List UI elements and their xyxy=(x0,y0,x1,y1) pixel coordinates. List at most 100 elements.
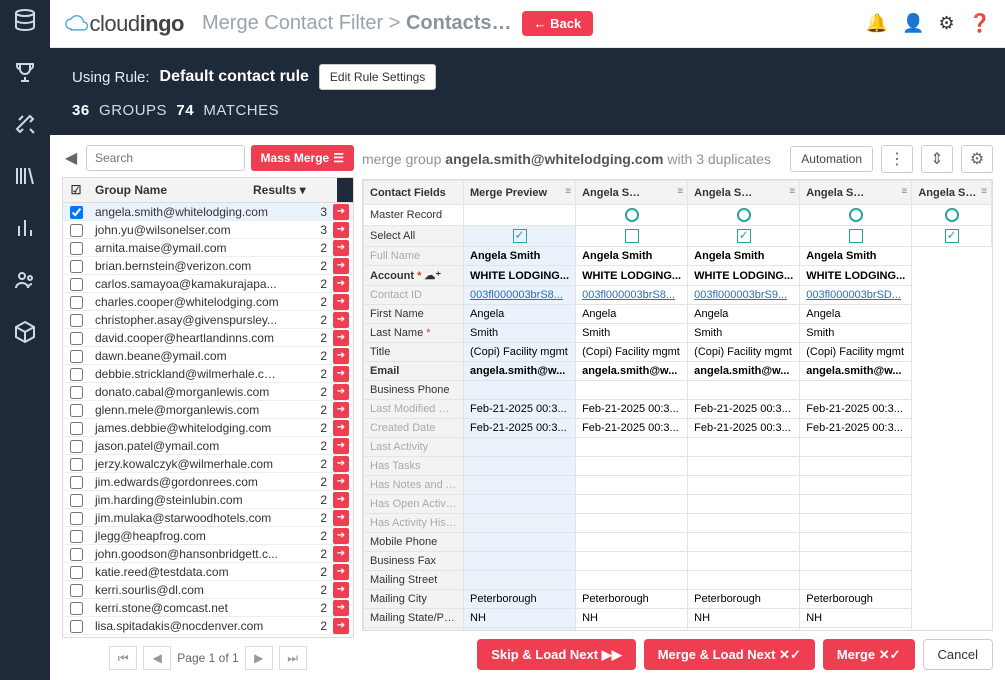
group-row[interactable]: james.debbie@whitelodging.com 2 ➔ xyxy=(63,419,353,437)
open-group-icon[interactable]: ➔ xyxy=(333,366,349,382)
field-value[interactable]: 3458 xyxy=(688,628,800,632)
group-checkbox[interactable] xyxy=(70,584,83,597)
open-group-icon[interactable]: ➔ xyxy=(333,474,349,490)
field-value[interactable]: (Copi) Facility mgmt xyxy=(688,343,800,362)
field-value[interactable]: (Copi) Facility mgmt xyxy=(800,343,912,362)
group-checkbox[interactable] xyxy=(70,278,83,291)
trophy-icon[interactable] xyxy=(13,60,37,84)
field-value[interactable] xyxy=(800,571,912,590)
master-radio[interactable] xyxy=(688,205,800,226)
field-value[interactable] xyxy=(576,476,688,495)
more-icon[interactable]: ⋮ xyxy=(881,145,913,173)
contact-id-link[interactable]: 003fl000003brS8... xyxy=(470,289,563,301)
field-value[interactable]: 3458 xyxy=(576,628,688,632)
group-checkbox[interactable] xyxy=(70,494,83,507)
field-value[interactable]: NH xyxy=(688,609,800,628)
field-value[interactable]: 3458 xyxy=(800,628,912,632)
mass-merge-button[interactable]: Mass Merge ☰ xyxy=(251,145,354,171)
group-row[interactable]: jlegg@heapfrog.com 2 ➔ xyxy=(63,527,353,545)
tools-icon[interactable] xyxy=(13,112,37,136)
field-value[interactable]: Feb-21-2025 00:3... xyxy=(800,419,912,438)
sort-icon[interactable]: ⇕ xyxy=(921,145,953,173)
field-value[interactable] xyxy=(576,438,688,457)
chart-icon[interactable] xyxy=(13,216,37,240)
field-value[interactable] xyxy=(576,533,688,552)
field-value[interactable]: Angela Smith xyxy=(800,247,912,266)
field-value[interactable] xyxy=(688,438,800,457)
cancel-button[interactable]: Cancel xyxy=(923,639,993,670)
group-checkbox[interactable] xyxy=(70,242,83,255)
open-group-icon[interactable]: ➔ xyxy=(333,330,349,346)
col-results[interactable]: Results ▾ xyxy=(249,178,315,202)
field-value[interactable] xyxy=(800,476,912,495)
contact-id-link[interactable]: 003fl000003brSD... xyxy=(806,289,901,301)
group-checkbox[interactable] xyxy=(70,332,83,345)
field-value[interactable] xyxy=(688,495,800,514)
field-value[interactable] xyxy=(576,495,688,514)
open-group-icon[interactable]: ➔ xyxy=(333,348,349,364)
master-radio[interactable] xyxy=(464,205,576,226)
select-all-checkbox[interactable]: ☑ xyxy=(63,178,89,202)
field-value[interactable] xyxy=(688,552,800,571)
users-icon[interactable] xyxy=(13,268,37,292)
group-row[interactable]: kerri.sourlis@dl.com 2 ➔ xyxy=(63,581,353,599)
gear-icon[interactable]: ⚙ xyxy=(938,13,954,34)
field-value[interactable] xyxy=(688,514,800,533)
field-value[interactable]: Peterborough xyxy=(688,590,800,609)
group-checkbox[interactable] xyxy=(70,206,83,219)
master-radio[interactable] xyxy=(800,205,912,226)
field-value[interactable]: NH xyxy=(800,609,912,628)
field-value[interactable]: Peterborough xyxy=(576,590,688,609)
field-value[interactable] xyxy=(800,514,912,533)
group-row[interactable]: debbie.strickland@wilmerhale.com 2 ➔ xyxy=(63,365,353,383)
field-value[interactable]: Feb-21-2025 00:3... xyxy=(688,400,800,419)
group-checkbox[interactable] xyxy=(70,260,83,273)
field-value[interactable]: WHITE LODGING... xyxy=(800,266,912,286)
select-all-check[interactable] xyxy=(912,226,992,247)
field-value[interactable]: 003fl000003brS8... xyxy=(576,286,688,305)
open-group-icon[interactable]: ➔ xyxy=(333,618,349,634)
search-input[interactable] xyxy=(87,146,245,170)
contact-id-link[interactable]: 003fl000003brS9... xyxy=(694,289,787,301)
merge-col-header[interactable]: Angela S…≡ xyxy=(800,181,912,205)
field-value[interactable]: Angela Smith xyxy=(576,247,688,266)
bell-icon[interactable]: 🔔 xyxy=(866,13,888,34)
edit-rule-button[interactable]: Edit Rule Settings xyxy=(319,64,436,90)
field-value[interactable]: angela.smith@w... xyxy=(800,362,912,381)
open-group-icon[interactable]: ➔ xyxy=(333,258,349,274)
open-group-icon[interactable]: ➔ xyxy=(333,222,349,238)
open-group-icon[interactable]: ➔ xyxy=(333,402,349,418)
field-value[interactable]: NH xyxy=(576,609,688,628)
open-group-icon[interactable]: ➔ xyxy=(333,438,349,454)
field-value[interactable]: angela.smith@w... xyxy=(576,362,688,381)
pager-next[interactable]: ▶ xyxy=(245,646,273,670)
open-group-icon[interactable]: ➔ xyxy=(333,510,349,526)
group-checkbox[interactable] xyxy=(70,530,83,543)
field-value[interactable]: Angela xyxy=(688,305,800,324)
group-row[interactable]: john.goodson@hansonbridgett.c... 2 ➔ xyxy=(63,545,353,563)
field-value[interactable]: (Copi) Facility mgmt xyxy=(576,343,688,362)
open-group-icon[interactable]: ➔ xyxy=(333,384,349,400)
group-row[interactable]: jerzy.kowalczyk@wilmerhale.com 2 ➔ xyxy=(63,455,353,473)
group-row[interactable]: kerri.stone@comcast.net 2 ➔ xyxy=(63,599,353,617)
help-icon[interactable]: ❓ xyxy=(969,13,991,34)
field-value[interactable]: Feb-21-2025 00:3... xyxy=(800,400,912,419)
group-row[interactable]: donato.cabal@morganlewis.com 2 ➔ xyxy=(63,383,353,401)
pager-last[interactable]: ⏭ xyxy=(279,646,307,670)
field-value[interactable] xyxy=(688,571,800,590)
group-row[interactable]: jim.edwards@gordonrees.com 2 ➔ xyxy=(63,473,353,491)
select-all-check[interactable] xyxy=(688,226,800,247)
field-value[interactable] xyxy=(576,457,688,476)
pager-first[interactable]: ⏮ xyxy=(109,646,137,670)
group-checkbox[interactable] xyxy=(70,476,83,489)
open-group-icon[interactable]: ➔ xyxy=(333,582,349,598)
select-all-check[interactable] xyxy=(464,226,576,247)
back-button[interactable]: ← Back xyxy=(522,11,594,36)
group-row[interactable]: david.cooper@heartlandinns.com 2 ➔ xyxy=(63,329,353,347)
field-value[interactable] xyxy=(800,495,912,514)
open-group-icon[interactable]: ➔ xyxy=(333,564,349,580)
col-group-name[interactable]: Group Name xyxy=(89,178,249,202)
group-checkbox[interactable] xyxy=(70,440,83,453)
pager-prev[interactable]: ◀ xyxy=(143,646,171,670)
open-group-icon[interactable]: ➔ xyxy=(333,600,349,616)
